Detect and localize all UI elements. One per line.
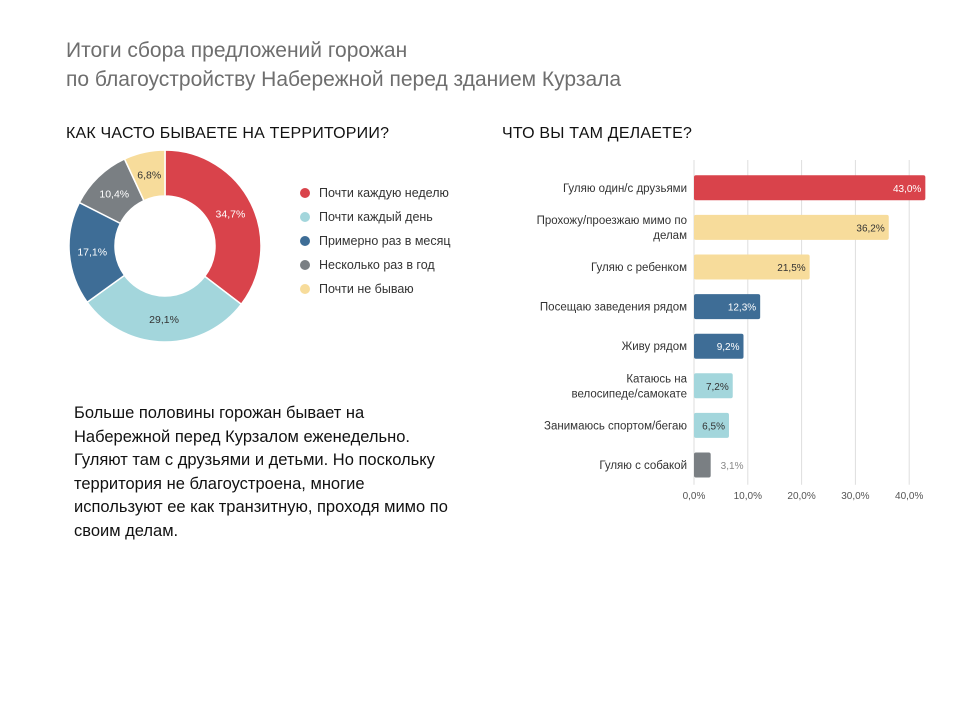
bar-category-label: Гуляю с ребенком	[591, 262, 687, 274]
bar-category-label: Живу рядом	[622, 341, 687, 353]
legend-item: Почти каждую неделю	[300, 185, 480, 201]
x-tick-label: 0,0%	[683, 491, 706, 502]
bar	[694, 294, 761, 320]
bar-value-label: 21,5%	[777, 263, 805, 274]
bar-category-label: Катаюсь на	[626, 373, 687, 385]
donut-slice	[86, 274, 243, 343]
bar-category-label: Гуляю один/с друзьями	[563, 183, 687, 195]
x-tick-label: 10,0%	[734, 491, 762, 502]
x-tick-label: 40,0%	[895, 491, 923, 502]
donut-slice-label: 34,7%	[216, 209, 246, 221]
bar-value-label: 7,2%	[706, 382, 729, 393]
page-title: Итоги сбора предложений горожан по благо…	[66, 36, 826, 94]
bar	[694, 175, 926, 201]
bar	[694, 254, 810, 280]
bar-value-label: 12,3%	[728, 303, 756, 314]
donut-legend: Почти каждую неделю Почти каждый день Прим…	[300, 185, 480, 305]
legend-label: Несколько раз в год	[319, 258, 435, 272]
legend-label: Почти не бываю	[319, 282, 414, 296]
summary-text: Больше половины горожан бывает на Набере…	[74, 404, 448, 540]
legend-swatch	[300, 212, 310, 222]
legend-swatch	[300, 284, 310, 294]
bar-value-label: 6,5%	[702, 421, 725, 432]
page-title-line-1: Итоги сбора предложений горожан	[66, 39, 408, 62]
bar-category-label: Посещаю заведения рядом	[540, 302, 687, 314]
legend-label: Почти каждую неделю	[319, 186, 449, 200]
legend-label: Примерно раз в месяц	[319, 234, 451, 248]
bar-value-label: 36,2%	[856, 223, 884, 234]
donut-slice-label: 6,8%	[137, 170, 161, 182]
donut-chart-title: КАК ЧАСТО БЫВАЕТЕ НА ТЕРРИТОРИИ?	[66, 125, 390, 142]
bar	[694, 214, 889, 240]
x-tick-label: 20,0%	[787, 491, 815, 502]
bar-category-label: велосипеде/самокате	[572, 388, 687, 400]
bar	[694, 452, 711, 478]
legend-swatch	[300, 188, 310, 198]
bar	[694, 333, 744, 359]
page-title-line-2: по благоустройству Набережной перед здан…	[66, 68, 622, 91]
bar-category-label: Гуляю с собакой	[599, 460, 687, 472]
legend-swatch	[300, 236, 310, 246]
bar	[694, 373, 733, 399]
legend-item: Почти каждый день	[300, 209, 480, 225]
donut-slice	[123, 150, 166, 202]
bar-category-label: Занимаюсь спортом/бегаю	[544, 420, 687, 432]
donut-slice-label: 29,1%	[149, 314, 179, 326]
bar-chart: 0,0% 10,0% 20,0% 30,0% 40,0% Гуляю один/с дру…	[537, 160, 926, 502]
bar-category-label: делам	[653, 230, 687, 242]
bar-value-label: 3,1%	[721, 461, 744, 472]
donut-slice-label: 10,4%	[99, 189, 129, 201]
x-tick-label: 30,0%	[841, 491, 869, 502]
bar-value-label: 43,0%	[893, 184, 921, 195]
bar-value-label: 9,2%	[717, 342, 740, 353]
legend-item: Примерно раз в месяц	[300, 233, 480, 249]
donut-slice	[164, 150, 262, 306]
legend-label: Почти каждый день	[319, 210, 433, 224]
bar	[694, 412, 729, 438]
legend-item: Несколько раз в год	[300, 257, 480, 273]
legend-item: Почти не бываю	[300, 281, 480, 297]
donut-chart: 34,7% 29,1% 17,1% 10,4% 6,8%	[68, 150, 262, 343]
bar-chart-title: ЧТО ВЫ ТАМ ДЕЛАЕТЕ?	[502, 125, 693, 142]
bar-category-label: Прохожу/проезжаю мимо по	[537, 215, 687, 227]
legend-swatch	[300, 260, 310, 270]
donut-slice-label: 17,1%	[77, 247, 107, 259]
